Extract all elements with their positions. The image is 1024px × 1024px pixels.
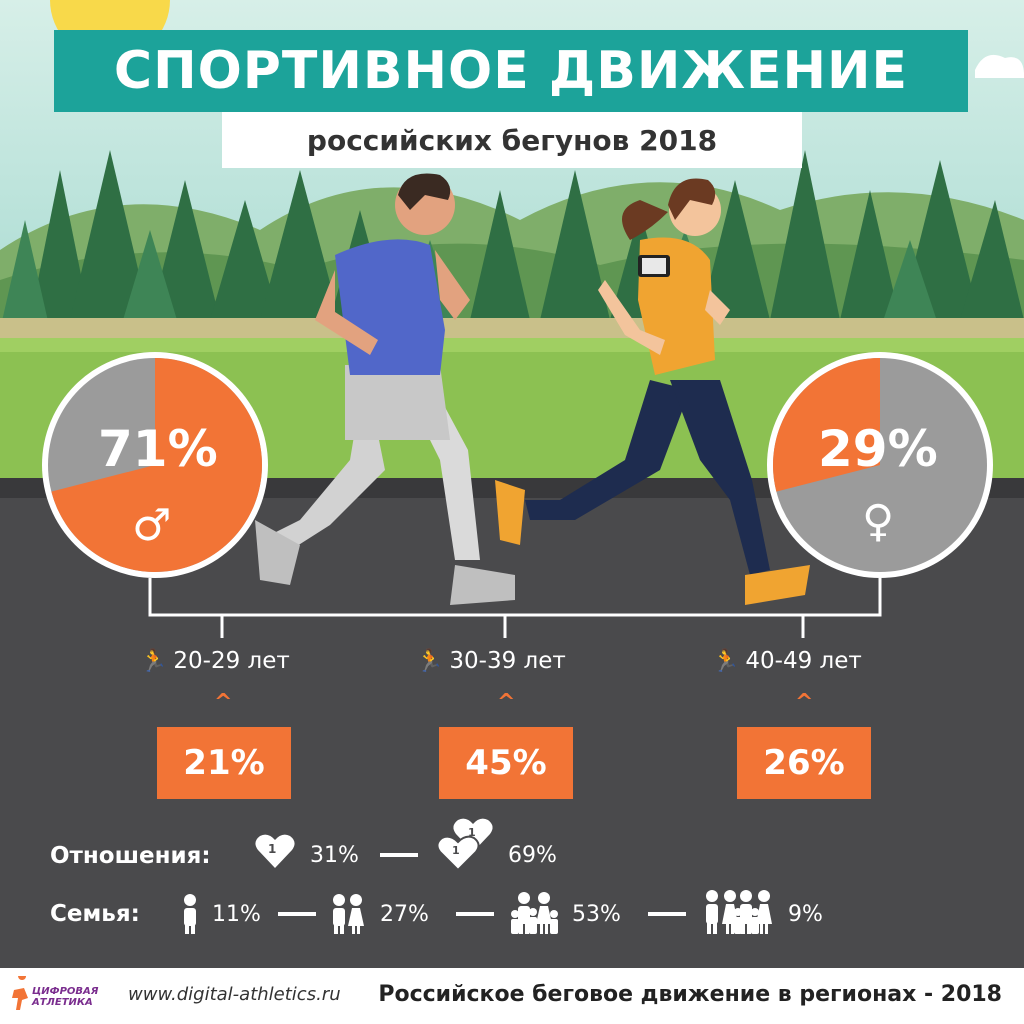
age-bracket-connector [148,578,882,638]
family-single-percent: 11% [212,902,261,927]
caret-up-icon: ^ [497,690,516,715]
age-group-1-percent: 21% [157,727,291,799]
female-percent: 29% [818,420,938,478]
large-family-icon [706,890,772,934]
family-with-children-percent: 53% [572,902,621,927]
logo-line-2: АТЛЕТИКА [32,997,93,1008]
age-group-2-label: 30-39 лет [449,648,566,674]
female-symbol-icon: ♀ [862,496,895,547]
page-subtitle: российских бегунов 2018 [222,112,802,168]
male-percent: 71% [98,420,218,478]
female-runner-illustration [495,178,810,605]
age-group-2-percent: 45% [439,727,573,799]
male-pie-chart [42,352,268,578]
single-person-icon [184,894,196,934]
relationships-single-percent: 31% [310,843,359,868]
couple-heart-number: 1 [468,826,476,839]
caret-up-icon: ^ [214,690,233,715]
running-person-icon: 🏃 [416,648,444,674]
male-runner-illustration [255,173,515,605]
female-share-slice [772,357,880,492]
age-group-1-label: 20-29 лет [173,648,290,674]
family-large-percent: 9% [788,902,823,927]
female-pie-chart [767,352,993,578]
age-group-label: 🏃 30-39 лет [416,648,566,674]
running-person-icon: 🏃 [712,648,740,674]
footer: ЦИФРОВАЯ АТЛЕТИКА www.digital-athletics.… [0,968,1024,1024]
relationships-label: Отношения: [50,843,211,869]
family-couple-percent: 27% [380,902,429,927]
caret-up-icon: ^ [795,690,814,715]
age-group-3-percent: 26% [737,727,871,799]
logo-line-1: ЦИФРОВАЯ [32,986,99,997]
family-label: Семья: [50,901,140,927]
age-group-label: 🏃 40-49 лет [712,648,862,674]
age-group-3-label: 40-49 лет [745,648,862,674]
relationships-couple-percent: 69% [508,843,557,868]
website-link[interactable]: www.digital-athletics.ru [128,984,341,1005]
single-heart-number: 1 [268,842,277,856]
running-person-icon: 🏃 [140,648,168,674]
male-symbol-icon: ♂ [132,500,172,551]
age-group-label: 🏃 20-29 лет [140,648,290,674]
page-title: СПОРТИВНОЕ ДВИЖЕНИЕ [54,30,968,112]
couple-heart-number: 1 [452,844,460,857]
single-heart-icon [255,834,295,868]
male-share-slice [51,358,262,572]
family-with-children-icon [511,892,558,934]
logo: ЦИФРОВАЯ АТЛЕТИКА [32,986,98,1008]
footer-title: Российское беговое движение в регионах -… [378,982,1002,1007]
runner-logo-icon [12,976,28,1010]
two-hearts-icon [436,818,493,872]
couple-icon [333,894,364,934]
